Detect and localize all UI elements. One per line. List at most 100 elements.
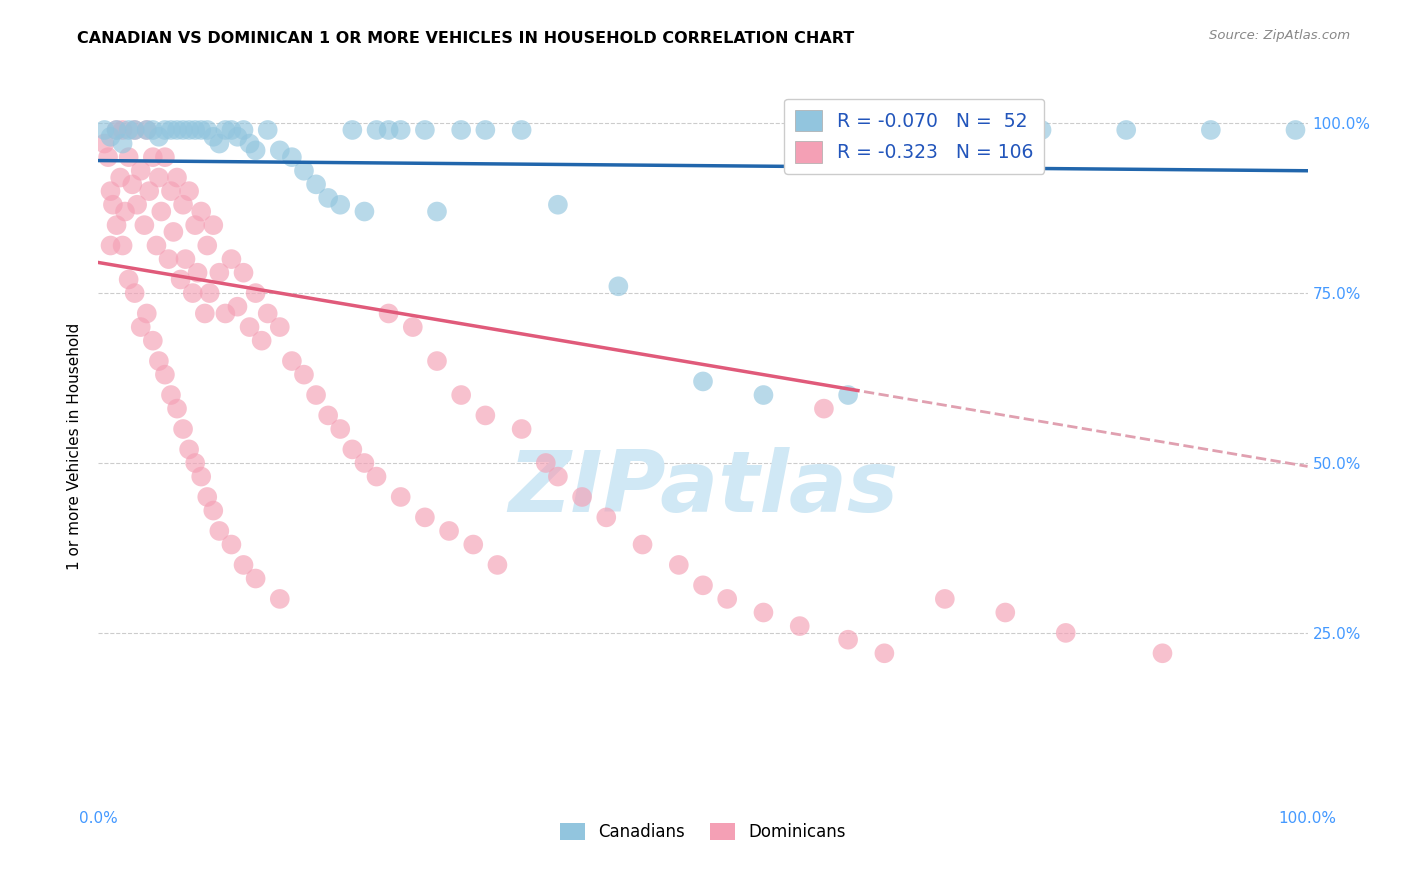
Point — [105, 123, 128, 137]
Point — [214, 306, 236, 320]
Point — [166, 170, 188, 185]
Point — [789, 619, 811, 633]
Point — [150, 204, 173, 219]
Point — [194, 306, 217, 320]
Point — [474, 123, 496, 137]
Point — [172, 123, 194, 137]
Point — [214, 123, 236, 137]
Point — [1152, 646, 1174, 660]
Point — [202, 218, 225, 232]
Point — [190, 204, 212, 219]
Point — [305, 388, 328, 402]
Point — [100, 238, 122, 252]
Point — [426, 354, 449, 368]
Point — [184, 218, 207, 232]
Point — [129, 163, 152, 178]
Point — [118, 272, 141, 286]
Point — [692, 578, 714, 592]
Point — [118, 123, 141, 137]
Point — [245, 572, 267, 586]
Text: CANADIAN VS DOMINICAN 1 OR MORE VEHICLES IN HOUSEHOLD CORRELATION CHART: CANADIAN VS DOMINICAN 1 OR MORE VEHICLES… — [77, 31, 855, 46]
Point — [510, 422, 533, 436]
Point — [166, 123, 188, 137]
Point — [166, 401, 188, 416]
Point — [169, 272, 191, 286]
Point — [571, 490, 593, 504]
Point — [179, 123, 201, 137]
Point — [124, 286, 146, 301]
Point — [1031, 123, 1053, 137]
Point — [329, 198, 352, 212]
Point — [160, 184, 183, 198]
Point — [190, 469, 212, 483]
Point — [114, 204, 136, 219]
Point — [232, 266, 254, 280]
Point — [305, 178, 328, 192]
Point — [239, 320, 262, 334]
Point — [179, 184, 201, 198]
Point — [148, 354, 170, 368]
Point — [153, 150, 176, 164]
Point — [463, 537, 485, 551]
Text: ZIPatlas: ZIPatlas — [508, 447, 898, 531]
Point — [138, 184, 160, 198]
Point — [172, 198, 194, 212]
Point — [269, 144, 291, 158]
Point — [245, 144, 267, 158]
Point — [250, 334, 273, 348]
Point — [342, 442, 364, 457]
Point — [292, 163, 315, 178]
Point — [187, 266, 209, 280]
Point — [226, 300, 249, 314]
Point — [239, 136, 262, 151]
Point — [93, 123, 115, 137]
Point — [105, 218, 128, 232]
Point — [111, 238, 134, 252]
Point — [148, 170, 170, 185]
Point — [342, 123, 364, 137]
Point — [353, 204, 375, 219]
Point — [174, 252, 197, 266]
Point — [221, 123, 243, 137]
Point — [413, 510, 436, 524]
Point — [486, 558, 509, 572]
Point — [111, 136, 134, 151]
Point — [631, 537, 654, 551]
Point — [245, 286, 267, 301]
Point — [813, 401, 835, 416]
Point — [181, 286, 204, 301]
Point — [426, 204, 449, 219]
Point — [329, 422, 352, 436]
Point — [153, 123, 176, 137]
Point — [198, 286, 221, 301]
Point — [413, 123, 436, 137]
Point — [292, 368, 315, 382]
Point — [873, 646, 896, 660]
Point — [148, 129, 170, 144]
Point — [256, 123, 278, 137]
Point — [153, 368, 176, 382]
Point — [232, 558, 254, 572]
Point — [281, 150, 304, 164]
Point — [994, 606, 1017, 620]
Point — [93, 136, 115, 151]
Point — [353, 456, 375, 470]
Point — [142, 123, 165, 137]
Point — [256, 306, 278, 320]
Point — [100, 129, 122, 144]
Point — [172, 422, 194, 436]
Point — [118, 150, 141, 164]
Point — [162, 225, 184, 239]
Point — [157, 252, 180, 266]
Point — [142, 334, 165, 348]
Point — [97, 150, 120, 164]
Point — [127, 198, 149, 212]
Point — [366, 469, 388, 483]
Point — [134, 218, 156, 232]
Point — [1199, 123, 1222, 137]
Point — [135, 306, 157, 320]
Point — [100, 184, 122, 198]
Point — [135, 123, 157, 137]
Point — [145, 238, 167, 252]
Point — [389, 490, 412, 504]
